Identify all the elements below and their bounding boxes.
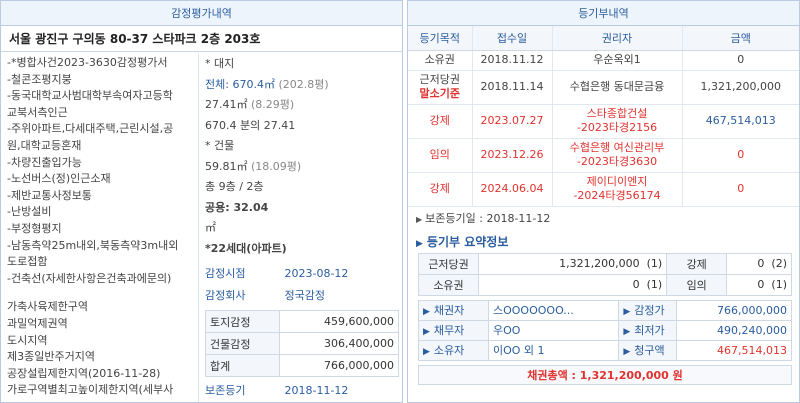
- feature-line: -주위아파트,다세대주택,근린시설,공: [7, 122, 174, 136]
- feature-line: -동국대학교사범대학부속여자고등학: [7, 89, 173, 103]
- common-area: 공용: 32.04: [205, 200, 269, 214]
- zoning-line: 가축사육제한구역: [7, 300, 88, 314]
- feature-line: -난방설비: [7, 205, 52, 219]
- triangle-right-icon: ▶: [423, 347, 430, 357]
- total-claims: 채권총액 : 1,321,200,000 원: [418, 364, 792, 385]
- preservation-date: 2018-11-12: [284, 384, 349, 397]
- table-row: 토지감정 459,600,000: [205, 310, 399, 333]
- triangle-right-icon: ▶: [623, 327, 631, 337]
- triangle-right-icon: ▶: [423, 327, 430, 337]
- registry-panel-title: 등기부내역: [408, 1, 799, 26]
- triangle-right-icon: ▶: [416, 214, 423, 224]
- feature-line: -노선버스(정)인근소재: [7, 172, 111, 186]
- zoning-line: 과밀억제권역: [7, 316, 68, 330]
- table-row: 강제 2023.07.27 스타종합건설 -2023타경2156 467,514…: [408, 104, 799, 139]
- creditor-value: 스OOOOOOO...: [487, 299, 620, 321]
- zoning-line: 제3종일반주거지역: [7, 350, 95, 364]
- zoning-line: 도시지역: [7, 333, 48, 347]
- land-price: 459,600,000: [279, 310, 399, 333]
- table-row: 합계 766,000,000: [205, 354, 399, 377]
- triangle-right-icon: ▶: [623, 307, 631, 317]
- table-row: 건물감정 306,400,000: [205, 332, 399, 355]
- total-price: 766,000,000: [279, 354, 399, 377]
- preservation-line: ▶ 보존등기일 : 2018-11-12: [416, 211, 551, 225]
- zoning-line: 가로구역별최고높이제한지역(세부사: [7, 383, 174, 397]
- appraisal-panel-title: 감정평가내역: [1, 1, 402, 26]
- triangle-right-icon: ▶: [423, 307, 430, 317]
- appraisal-panel: 감정평가내역 서울 광진구 구의동 80-37 스타파크 2층 203호 -*병…: [0, 0, 403, 403]
- feature-line: -차량진출입가능: [7, 155, 82, 169]
- property-features: -*병합사건2023-3630감정평가서 -철콘조평지붕 -동국대학교사범대학부…: [1, 54, 199, 402]
- building-floors: 총 9층 / 2층: [205, 180, 264, 193]
- appraisal-price-table: 토지감정 459,600,000 건물감정 306,400,000 합계 766…: [205, 310, 399, 377]
- table-row: ▶ 채권자 스OOOOOOO... ▶ 감정가 766,000,000: [418, 299, 792, 321]
- land-share: 27.41㎡ (8.29평): [205, 98, 295, 111]
- registry-panel: 등기부내역 등기목적 접수일 권리자 금액 소유권 2018.11.12 우순옥…: [407, 0, 800, 403]
- party-table: ▶ 채권자 스OOOOOOO... ▶ 감정가 766,000,000 ▶ 채무자 우…: [418, 299, 792, 361]
- common-unit: ㎡: [205, 221, 216, 234]
- registry-table: 등기목적 접수일 권리자 금액 소유권 2018.11.12 우순옥외1 0 근…: [408, 26, 799, 207]
- feature-line: 도로접함: [7, 255, 48, 269]
- area-info: * 대지 전체: 670.4㎡ (202.8평) 27.41㎡ (8.29평) …: [200, 54, 402, 402]
- table-row: 근저당권 1,321,200,000 (1) 강제 0 (2): [418, 252, 792, 275]
- appraisal-company: 정국감정: [284, 289, 325, 302]
- debtor-value: 우OO: [487, 319, 620, 341]
- feature-line: -남동측약25m내외,북동측약3m내외: [7, 238, 179, 252]
- feature-line: -제반교통사정보통: [7, 188, 92, 202]
- table-row: 근저당권 말소기준 2018.11.14 수협은행 동대문금융 1,321,20…: [408, 70, 799, 105]
- zoning-line: 공장설립제한지역(2016-11-28): [7, 366, 161, 380]
- feature-line: -철콘조평지붕: [7, 72, 72, 86]
- land-total: 전체: 670.4㎡ (202.8평): [205, 77, 329, 91]
- owner-value: 이OO 외 1: [487, 339, 620, 361]
- building-header: * 건물: [205, 139, 235, 152]
- building-price: 306,400,000: [279, 332, 399, 355]
- appraisal-value: 766,000,000: [676, 299, 792, 321]
- feature-line: -*병합사건2023-3630감정평가서: [7, 56, 168, 69]
- table-row: 소유권 0 (1) 임의 0 (1): [418, 273, 792, 296]
- property-address: 서울 광진구 구의동 80-37 스타파크 2층 203호: [1, 26, 402, 52]
- table-row: 강제 2024.06.04 제이디이엔지 -2024타경56174 0: [408, 172, 799, 207]
- appraisal-company-row: 감정회사 정국감정: [205, 285, 402, 307]
- triangle-right-icon: ▶: [416, 238, 423, 249]
- land-header: * 대지: [205, 57, 235, 70]
- appraisal-date: 2023-08-12: [284, 267, 349, 280]
- preservation-row: 보존등기 2018-11-12: [205, 380, 402, 402]
- table-header-row: 등기목적 접수일 권리자 금액: [408, 26, 799, 51]
- claim-value: 467,514,013: [676, 339, 792, 361]
- table-row: 소유권 2018.11.12 우순옥외1 0: [408, 50, 799, 71]
- feature-line: -건축선(자세한사항은건축과에문의): [7, 271, 172, 285]
- feature-line: 교북서측인근: [7, 105, 68, 119]
- summary-title: ▶ 등기부 요약정보: [416, 234, 509, 249]
- table-row: ▶ 소유자 이OO 외 1 ▶ 청구액 467,514,013: [418, 339, 792, 361]
- feature-line: 원,대학교등혼재: [7, 138, 82, 152]
- table-row: 임의 2023.12.26 수협은행 여신관리부 -2023타경3630 0: [408, 138, 799, 173]
- land-ratio: 670.4 분의 27.41: [205, 118, 296, 132]
- table-row: ▶ 채무자 우OO ▶ 최저가 490,240,000: [418, 319, 792, 341]
- summary-table: 근저당권 1,321,200,000 (1) 강제 0 (2) 소유권 0 (1…: [418, 252, 792, 296]
- triangle-right-icon: ▶: [623, 347, 631, 357]
- appraisal-date-row: 감정시점 2023-08-12: [205, 263, 402, 285]
- building-area: 59.81㎡ (18.09평): [205, 159, 302, 173]
- cancel-basis-badge: 말소기준: [419, 87, 460, 100]
- min-price-value: 490,240,000: [676, 319, 792, 341]
- household-count: *22세대(아파트): [205, 241, 287, 255]
- feature-line: -부정형평지: [7, 221, 62, 235]
